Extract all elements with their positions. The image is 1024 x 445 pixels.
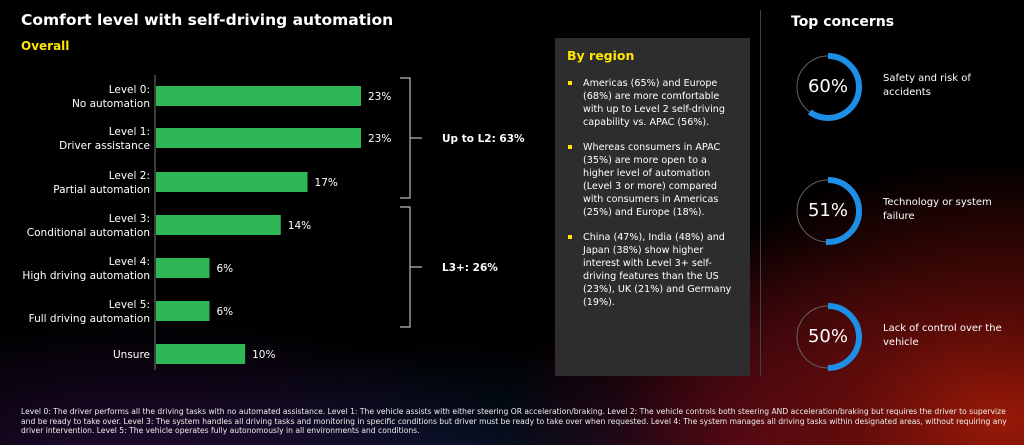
- value-label: 23%: [368, 133, 391, 145]
- concern-label: Lack of control over the vehicle: [883, 323, 1002, 348]
- bar: [156, 344, 246, 364]
- category-label: High driving automation: [22, 270, 150, 282]
- category-label: Level 4:: [109, 256, 150, 268]
- donut-gauge: [794, 53, 862, 121]
- divider: [760, 10, 761, 376]
- bar: [156, 86, 361, 106]
- group-label: L3+: 26%: [442, 262, 498, 274]
- category-label: Level 5:: [109, 299, 150, 311]
- value-label: 6%: [216, 306, 233, 318]
- category-label: Conditional automation: [27, 227, 150, 239]
- value-label: 6%: [216, 263, 233, 275]
- bar-chart: Level 0: No automation 23% Level 1: Driver a…: [22, 75, 525, 370]
- chart-title: Comfort level with self-driving automati…: [21, 11, 394, 29]
- concern-percent: 50%: [807, 326, 848, 347]
- gauge-fill: [794, 303, 862, 371]
- group-bracket: [400, 206, 422, 328]
- category-label: Driver assistance: [59, 140, 150, 152]
- bar: [156, 128, 361, 148]
- region-panel: By region Americas (65%) and Europe (68%…: [555, 38, 750, 376]
- gauge-fill: [794, 53, 862, 121]
- concerns-title: Top concerns: [791, 14, 895, 30]
- bar: [156, 172, 308, 192]
- donut-gauge: [794, 177, 862, 245]
- region-title: By region: [567, 48, 635, 63]
- concern-item: 50% Lack of control over the vehicle: [793, 302, 1023, 372]
- donut-gauge: [794, 303, 862, 371]
- chart-subtitle: Overall: [21, 39, 70, 53]
- concern-item: 60% Safety and risk of accidents: [793, 52, 1023, 122]
- group-label: Up to L2: 63%: [442, 133, 525, 145]
- value-label: 10%: [252, 349, 275, 361]
- category-label: No automation: [72, 98, 150, 110]
- group-bracket: [400, 77, 422, 199]
- value-label: 23%: [368, 91, 391, 103]
- category-label: Level 3:: [109, 213, 150, 225]
- footnote: Level 0: The driver performs all the dri…: [21, 407, 1007, 436]
- category-label: Unsure: [113, 349, 150, 361]
- category-label: Full driving automation: [29, 313, 150, 325]
- concern-percent: 51%: [807, 200, 848, 221]
- bar: [156, 301, 210, 321]
- category-label: Level 1:: [109, 126, 150, 138]
- value-label: 17%: [315, 177, 338, 189]
- value-label: 14%: [288, 220, 311, 232]
- region-bullet: Americas (65%) and Europe (68%) are more…: [567, 77, 738, 129]
- gauge-fill: [794, 177, 862, 245]
- bar: [156, 258, 210, 278]
- bar: [156, 215, 281, 235]
- category-label: Partial automation: [53, 184, 150, 196]
- region-bullet: China (47%), India (48%) and Japan (38%)…: [567, 231, 738, 309]
- concern-percent: 60%: [807, 76, 848, 97]
- concern-item: 51% Technology or system failure: [793, 176, 1023, 246]
- region-bullet: Whereas consumers in APAC (35%) are more…: [567, 141, 738, 219]
- category-label: Level 0:: [109, 84, 150, 96]
- concern-label: Safety and risk of accidents: [883, 73, 971, 98]
- concern-label: Technology or system failure: [883, 197, 992, 222]
- category-label: Level 2:: [109, 170, 150, 182]
